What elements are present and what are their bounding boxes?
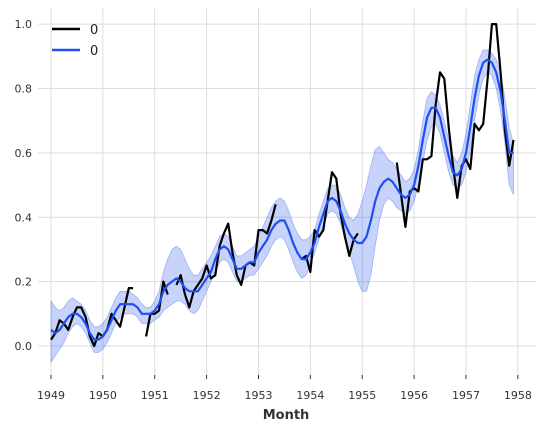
x-axis-ticks: 1949 1950 1951 1952 1953 1954 1955 1956 1957 1958	[37, 375, 532, 402]
y-tick-label: 0.4	[15, 211, 33, 224]
x-tick-label: 1949	[37, 389, 65, 402]
x-tick-label: 1951	[141, 389, 169, 402]
x-tick-label: 1952	[193, 389, 221, 402]
x-tick-label: 1954	[296, 389, 324, 402]
legend-label: 0	[90, 44, 98, 59]
x-axis-title: Month	[263, 408, 310, 423]
y-tick-label: 0.0	[15, 340, 33, 353]
confidence-band-area	[50, 49, 514, 364]
x-tick-label: 1950	[89, 389, 117, 402]
series-lines	[50, 23, 515, 348]
x-tick-label: 1953	[244, 389, 272, 402]
grid	[38, 8, 536, 375]
y-tick-label: 1.0	[15, 18, 33, 31]
x-tick-label: 1955	[348, 389, 376, 402]
series-line-forecast	[50, 58, 514, 341]
legend-label: 0	[90, 23, 98, 38]
legend: 00	[52, 23, 98, 59]
y-tick-label: 0.6	[15, 147, 33, 160]
y-tick-label: 0.8	[15, 82, 33, 95]
confidence-band	[50, 49, 514, 364]
x-tick-label: 1956	[400, 389, 428, 402]
x-tick-label: 1957	[452, 389, 480, 402]
series-line-actual	[50, 23, 515, 348]
y-tick-label: 0.2	[15, 276, 33, 289]
x-tick-label: 1958	[504, 389, 532, 402]
y-axis-ticks: 0.0 0.2 0.4 0.6 0.8 1.0	[15, 18, 33, 353]
